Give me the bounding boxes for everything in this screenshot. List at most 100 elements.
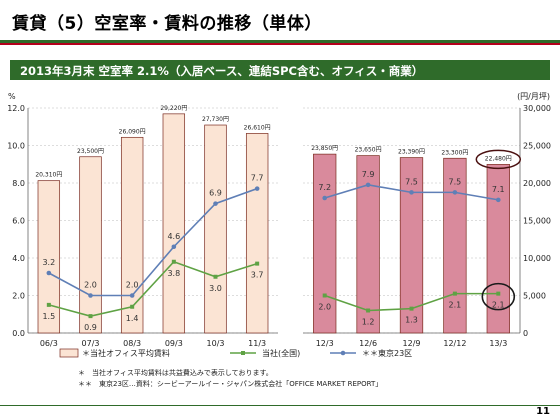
tokyo23-vacancy-label: 6.9 — [209, 189, 222, 198]
left-axis-unit: % — [8, 92, 16, 101]
right-tick-label: 5,000 — [523, 292, 546, 301]
right-tick-label: 25,000 — [523, 142, 551, 151]
company-vacancy-label: 0.9 — [84, 323, 97, 332]
left-tick-label: 0.0 — [12, 329, 25, 338]
footnote-1: ＊ 当社オフィス平均賃料は共益費込みで表示しております。 — [78, 368, 273, 377]
category-label: 11/3 — [248, 339, 266, 348]
legend-label-tokyo: ＊＊東京23区 — [362, 348, 412, 358]
legend-swatch-bar — [59, 348, 79, 358]
rent-bar-label: 26,090円 — [119, 128, 146, 135]
tokyo23-vacancy-label: 7.2 — [318, 183, 331, 192]
tokyo23-vacancy-label: 2.0 — [126, 281, 139, 290]
tokyo23-vacancy-point — [496, 197, 501, 203]
rent-bar-label: 26,610円 — [244, 124, 271, 131]
category-label: 12/9 — [403, 339, 421, 348]
category-label: 12/6 — [359, 339, 377, 348]
page-number: 11 — [536, 406, 550, 417]
latest-rent-highlight — [475, 149, 522, 170]
tokyo23-vacancy-point — [254, 186, 260, 191]
rent-bar — [162, 113, 186, 334]
category-label: 12/3 — [316, 339, 334, 348]
rent-bar — [356, 155, 380, 334]
company-vacancy-label: 2.1 — [449, 301, 462, 310]
rent-bar-label: 23,500円 — [77, 148, 104, 155]
tokyo23-vacancy-point — [213, 201, 218, 206]
company-vacancy-line — [48, 260, 258, 317]
tokyo23-vacancy-point — [409, 190, 414, 195]
category-label: 10/3 — [207, 339, 225, 348]
company-vacancy-point — [255, 261, 260, 266]
left-tick-label: 10.0 — [7, 142, 25, 151]
company-vacancy-point — [46, 302, 51, 307]
left-tick-label: 8.0 — [12, 179, 25, 188]
company-vacancy-label: 2.1 — [492, 301, 505, 310]
rent-bar-label: 23,390円 — [398, 149, 425, 156]
tokyo23-vacancy-point — [129, 293, 135, 298]
rent-bar-label: 20,310円 — [35, 172, 62, 179]
company-vacancy-label: 3.0 — [209, 284, 222, 293]
category-label: 08/3 — [123, 339, 141, 348]
category-label: 12/12 — [443, 339, 466, 348]
category-label: 06/3 — [40, 339, 58, 348]
company-vacancy-label: 1.3 — [405, 316, 418, 325]
rent-bar — [399, 157, 424, 334]
right-axis-unit: (円/月坪) — [517, 92, 550, 101]
tokyo23-vacancy-label: 4.6 — [167, 232, 180, 241]
slide-header: 賃貸（5）空室率・賃料の推移（単体） — [0, 0, 560, 40]
tokyo23-vacancy-label: 7.5 — [449, 177, 462, 186]
legend-label-company: 当社(全国) — [262, 348, 300, 358]
tokyo23-vacancy-point — [322, 195, 328, 201]
rent-bar-label: 22,480円 — [485, 155, 512, 162]
rent-bar — [245, 133, 269, 334]
company-vacancy-point — [213, 274, 218, 279]
rent-bar — [79, 156, 102, 334]
rent-bar — [313, 153, 337, 334]
legend-label-rent: ＊当社オフィス平均賃料 — [82, 348, 170, 358]
left-tick-label: 6.0 — [12, 217, 25, 226]
left-tick-label: 12.0 — [7, 104, 25, 113]
company-vacancy-label: 3.8 — [167, 269, 180, 278]
tokyo23-vacancy-point — [452, 190, 458, 195]
rent-bar — [486, 164, 510, 334]
tokyo23-vacancy-label: 3.2 — [42, 258, 55, 267]
slide-title: 賃貸（5）空室率・賃料の推移（単体） — [12, 14, 322, 34]
vacancy-rent-chart: % (円/月坪) 0.0 2.0 4.0 6.0 8.0 10.0 12.0 0 5,000 10,0… — [7, 92, 551, 388]
category-label: 07/3 — [82, 339, 100, 348]
company-vacancy-label: 2.0 — [318, 303, 331, 312]
tokyo23-vacancy-point — [171, 244, 177, 250]
company-vacancy-label: 1.5 — [42, 312, 55, 321]
category-label: 09/3 — [165, 339, 183, 348]
company-vacancy-label: 1.4 — [126, 314, 139, 323]
company-vacancy-point — [496, 291, 501, 296]
rent-bar-label: 29,220円 — [160, 105, 187, 112]
rent-bar — [37, 180, 61, 334]
left-tick-label: 4.0 — [12, 254, 25, 263]
footnote-2: ＊＊ 東京23区…資料：シービーアールイー・ジャパン株式会社「OFFICE MA… — [78, 379, 382, 388]
tokyo23-vacancy-label: 7.9 — [362, 170, 375, 179]
company-vacancy-point — [171, 259, 176, 264]
company-vacancy-point — [130, 304, 135, 309]
company-vacancy-point — [366, 308, 371, 313]
right-tick-label: 30,000 — [523, 104, 551, 113]
right-tick-label: 15,000 — [523, 217, 551, 226]
tokyo23-vacancy-point — [46, 270, 52, 276]
rent-bar-label: 27,730円 — [202, 116, 229, 123]
tokyo23-vacancy-label: 2.0 — [84, 281, 97, 290]
right-tick-label: 20,000 — [523, 179, 551, 188]
banner-text: 2013年3月末 空室率 2.1%（入居ベース、連結SPC含む、オフィス・商業） — [20, 64, 424, 78]
rent-bar-label: 23,850円 — [311, 145, 338, 152]
rent-bar — [443, 157, 467, 334]
company-vacancy-label: 1.2 — [362, 318, 375, 327]
legend-marker-tokyo — [340, 350, 346, 356]
right-tick-label: 10,000 — [523, 254, 551, 263]
rent-bar-label: 23,300円 — [441, 149, 468, 156]
company-vacancy-point — [322, 293, 327, 298]
rent-bar — [204, 124, 227, 334]
latest-vacancy-highlight — [481, 282, 516, 311]
rent-bar — [120, 136, 144, 334]
company-vacancy-point — [409, 306, 414, 311]
right-tick-label: 0 — [523, 329, 528, 338]
tokyo23-vacancy-line — [48, 187, 258, 297]
footer-rule — [0, 405, 560, 406]
tokyo23-vacancy-label: 7.5 — [405, 177, 418, 186]
